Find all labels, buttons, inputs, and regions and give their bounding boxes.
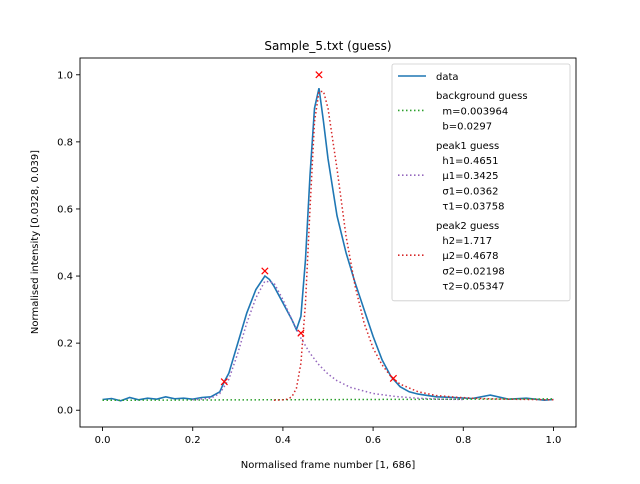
x-tick-label-0: 0.0 (95, 435, 111, 446)
peak-marker-4 (389, 374, 398, 382)
plot-area (102, 71, 554, 402)
legend-label-peak1-0: peak1 guess (436, 141, 499, 152)
legend-box (391, 63, 571, 302)
x-axis-label: Normalised frame number [1, 686] (241, 460, 416, 471)
legend-label-background-2: b=0.0297 (436, 122, 492, 133)
legend-label-peak2-2: μ2=0.4678 (436, 251, 498, 262)
legend-label-peak2-0: peak2 guess (436, 221, 499, 232)
y-tick-label-2: 0.4 (57, 272, 73, 283)
legend-label-peak1-3: σ1=0.0362 (436, 186, 498, 197)
legend-label-background-1: m=0.003964 (436, 106, 508, 117)
peak-marker-1 (261, 267, 269, 275)
axes: 0.0 0.2 0.4 0.6 0.8 1.0 0.0 0.2 0.4 0.6 0.8 1.0 (57, 57, 577, 446)
y-axis-label: Normalised intensity [0.0328, 0.039] (30, 150, 41, 334)
legend: data background guess m=0.003964 b=0.0297… (391, 63, 571, 302)
legend-label-peak1-1: h1=0.4651 (436, 156, 498, 167)
chart-title: Sample_5.txt (guess) (264, 39, 391, 53)
legend-label-peak2-3: σ2=0.02198 (436, 266, 505, 277)
legend-label-peak1-2: μ1=0.3425 (436, 171, 498, 182)
x-tick-label-1: 0.2 (185, 435, 201, 446)
y-tick-label-1: 0.2 (57, 339, 73, 350)
x-tick-label-2: 0.4 (275, 435, 291, 446)
legend-label-data-0: data (436, 72, 459, 83)
x-tick-label-3: 0.6 (365, 435, 381, 446)
y-tick-label-0: 0.0 (57, 406, 73, 417)
y-tick-label-5: 1.0 (57, 70, 73, 81)
legend-label-background-0: background guess (436, 91, 528, 102)
legend-label-peak2-1: h2=1.717 (436, 236, 492, 247)
legend-label-peak2-4: τ2=0.05347 (436, 282, 504, 293)
peak-marker-0 (220, 378, 228, 386)
y-tick-label-3: 0.6 (57, 204, 73, 215)
axes-frame (79, 57, 577, 428)
legend-label-peak1-4: τ1=0.03758 (436, 202, 504, 213)
peak-marker-3 (315, 71, 323, 79)
series-line-0 (102, 88, 554, 402)
series-line-3 (273, 90, 554, 401)
x-tick-label-5: 1.0 (546, 435, 562, 446)
peak-marker-2 (297, 329, 305, 337)
y-tick-label-4: 0.8 (57, 137, 73, 148)
x-tick-label-4: 0.8 (455, 435, 471, 446)
